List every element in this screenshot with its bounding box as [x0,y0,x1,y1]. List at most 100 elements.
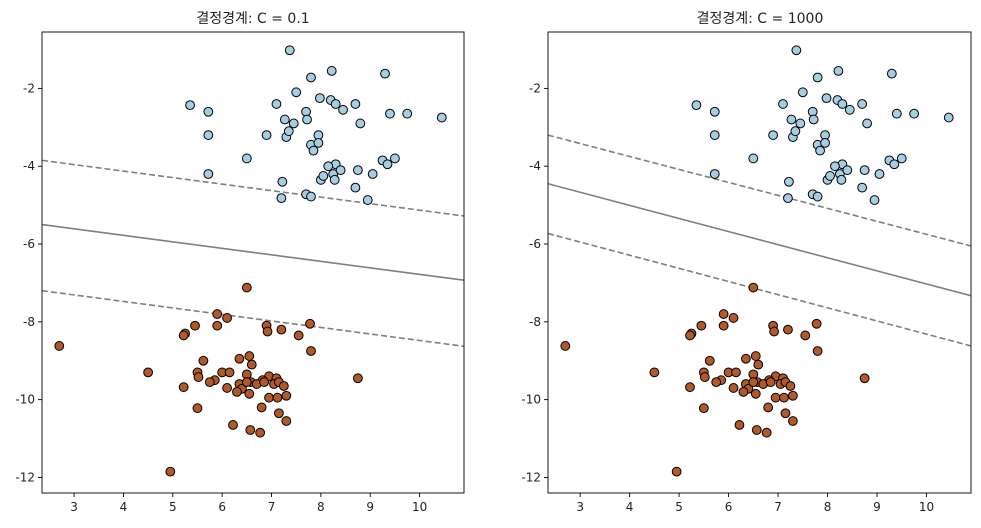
left-point-class-0 [352,165,363,176]
right-point-class-0 [830,161,840,172]
left-point-class-0 [314,93,325,104]
left-x-tick-label: 10 [412,500,427,514]
right-point-class-0 [825,171,835,181]
left-point-class-0 [326,66,337,76]
left-point-class-1 [262,326,273,337]
right-point-class-0 [857,182,868,193]
left-point-class-0 [291,87,302,98]
left-margin-line-lower [42,289,464,348]
left-y-tick-label: -8 [23,315,35,329]
left-point-class-0 [402,108,413,119]
right-point-class-0 [889,159,900,170]
right-point-class-1 [699,372,710,382]
right-y-tick-label: -10 [521,393,541,407]
left-point-class-0 [329,174,340,185]
left-point-class-1 [143,367,154,378]
right-point-class-1 [763,402,774,413]
right-y-tick-label: -2 [529,81,541,95]
right-y-tick-label: -12 [521,470,541,484]
right-point-class-1 [685,330,695,341]
left-point-class-0 [277,176,288,187]
left-x-tick-label: 5 [169,500,177,514]
left-point-class-1 [274,408,284,419]
right-point-class-1 [740,353,751,364]
left-point-class-1 [222,313,232,323]
right-x-tick-label: 8 [824,500,832,514]
left-point-class-0 [350,182,361,193]
left-point-class-1 [192,403,203,414]
left-x-tick-label: 8 [317,500,325,514]
right-point-class-1 [787,416,798,426]
right-point-class-1 [738,386,749,397]
left-point-class-1 [246,359,257,370]
right-point-class-1 [859,373,870,384]
left-y-tick-label: -12 [15,470,35,484]
right-point-class-1 [748,377,759,388]
right-x-tick-label: 10 [919,500,934,514]
right-point-class-0 [709,169,720,179]
right-margin-line-lower [548,232,971,347]
left-point-class-1 [224,367,235,378]
left-point-class-0 [241,153,252,164]
right-point-class-0 [784,176,794,187]
left-y-tick-label: -2 [23,81,35,95]
left-point-class-0 [335,165,346,176]
right-point-class-1 [750,351,761,361]
right-point-class-1 [780,408,791,419]
right-point-class-0 [778,99,788,109]
right-point-class-0 [842,165,853,176]
left-point-class-0 [318,171,329,181]
right-point-class-1 [718,320,729,331]
left-point-class-1 [264,392,274,403]
left-point-class-0 [385,108,395,119]
left-margin-line-upper [42,159,464,217]
right-point-class-0 [836,174,847,185]
left-point-class-1 [244,351,255,361]
left-point-class-0 [323,161,334,172]
right-point-class-1 [731,367,741,378]
right-plot-marks [548,45,971,477]
right-point-class-1 [779,392,789,403]
right-point-class-0 [795,118,806,129]
right-point-class-1 [812,346,823,356]
right-point-class-1 [769,326,779,337]
left-point-class-0 [350,99,361,109]
left-x-tick-label: 6 [218,500,226,514]
left-point-class-0 [203,130,214,140]
right-point-class-1 [783,324,793,335]
left-point-class-0 [271,99,282,109]
left-point-class-1 [165,466,176,477]
left-point-class-0 [279,114,290,125]
right-point-class-0 [874,169,885,179]
right-x-tick-label: 3 [576,500,584,514]
right-point-class-0 [886,68,897,79]
right-point-class-1 [698,403,709,414]
left-point-class-0 [330,99,341,109]
left-point-class-0 [380,68,390,79]
left-point-class-0 [302,114,312,125]
left-point-class-1 [255,427,266,438]
right-point-class-1 [704,355,715,366]
left-point-class-1 [212,309,223,319]
left-point-class-0 [288,118,299,129]
right-plot-axes: 3 4 5 6 7 8 9 10 -2 -4 -6 -8 -10 -12 [521,81,934,514]
left-point-class-1 [198,355,209,366]
right-point-class-0 [815,145,826,156]
right-point-class-0 [709,106,720,117]
right-point-class-1 [728,383,739,393]
right-point-class-0 [821,93,832,104]
right-point-class-0 [857,99,868,109]
left-point-class-1 [278,381,289,391]
right-point-class-0 [768,130,779,140]
left-point-class-0 [203,169,214,179]
right-point-class-1 [761,427,772,438]
left-point-class-1 [352,373,363,384]
right-point-class-0 [812,72,823,83]
right-x-tick-label: 4 [626,500,634,514]
right-point-class-1 [785,381,796,391]
right-point-class-0 [833,66,844,76]
right-point-class-0 [943,112,954,123]
right-point-class-1 [800,330,811,341]
left-y-tick-label: -6 [23,237,35,251]
left-point-class-0 [308,145,319,156]
